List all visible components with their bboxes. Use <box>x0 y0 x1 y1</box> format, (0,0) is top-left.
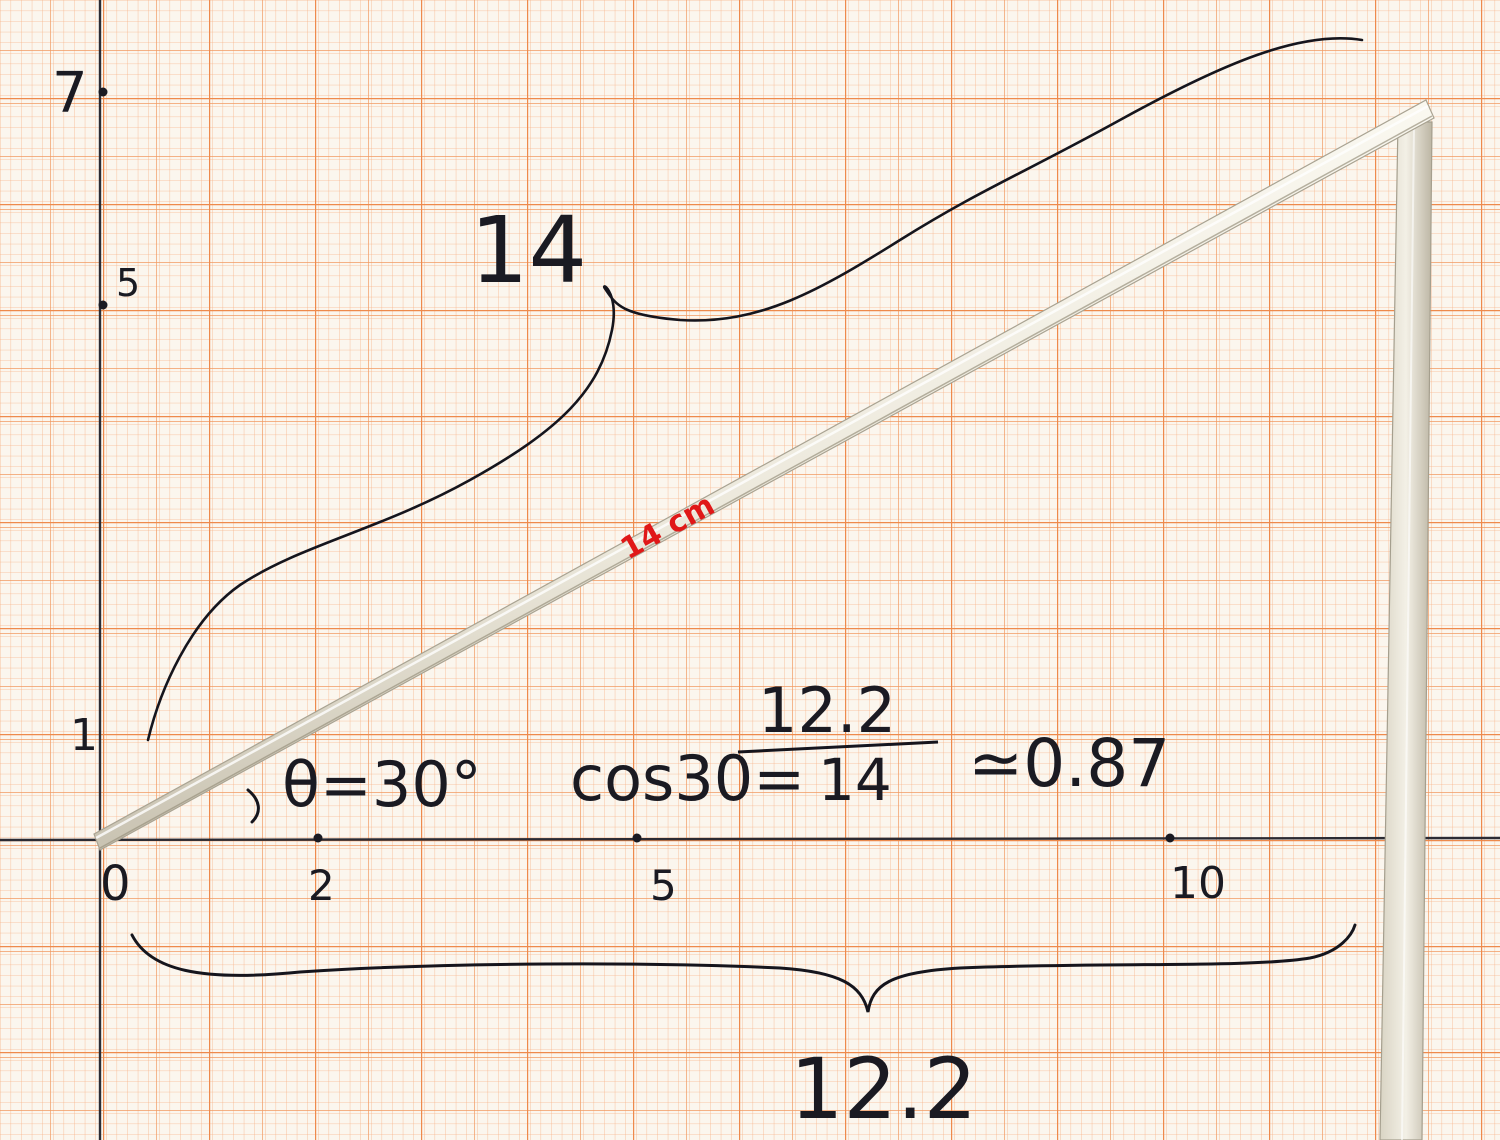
x-tick-dot-5 <box>632 833 642 843</box>
hypotenuse-length-label: 14 <box>470 197 587 304</box>
base-brace <box>130 923 1357 1013</box>
fraction-denominator: 14 <box>818 746 892 814</box>
y-tick-dot-7 <box>98 87 108 97</box>
y-tick-label-5: 5 <box>116 261 140 305</box>
x-tick-label-0: 0 <box>100 856 131 912</box>
y-tick-dot-5 <box>98 300 108 310</box>
hypotenuse-brace <box>146 36 1364 742</box>
x-tick-dot-10 <box>1165 833 1175 843</box>
fraction-bar <box>737 740 939 754</box>
x-tick-dot-2 <box>313 833 323 843</box>
fraction-numerator: 12.2 <box>758 674 896 747</box>
x-tick-label-2: 2 <box>308 861 335 910</box>
angle-label: θ=30° <box>282 748 482 821</box>
equation-rhs: ≃0.87 <box>968 725 1170 802</box>
x-tick-label-10: 10 <box>1170 858 1226 909</box>
x-tick-label-5: 5 <box>650 861 677 910</box>
base-length-label: 12.2 <box>790 1040 977 1138</box>
hypotenuse-stick <box>93 99 1435 851</box>
y-tick-label-7: 7 <box>52 61 88 126</box>
y-tick-label-1: 1 <box>70 710 98 761</box>
x-axis <box>0 836 1500 842</box>
angle-arc <box>246 788 260 824</box>
equation-lhs: cos30= <box>570 742 805 815</box>
